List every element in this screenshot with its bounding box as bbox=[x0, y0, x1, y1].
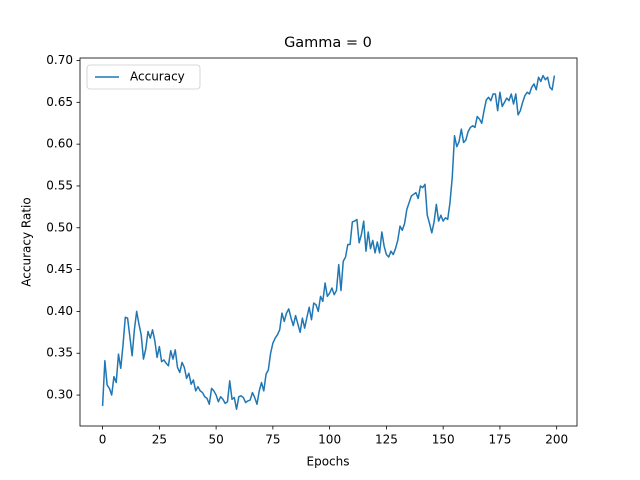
y-tick-label: 0.35 bbox=[46, 346, 73, 360]
x-tick-label: 100 bbox=[318, 433, 341, 447]
chart-title: Gamma = 0 bbox=[284, 35, 372, 51]
line-series bbox=[101, 74, 556, 411]
y-tick-label: 0.45 bbox=[46, 262, 73, 276]
y-tick-label: 0.65 bbox=[46, 95, 73, 109]
x-tick-label: 125 bbox=[375, 433, 398, 447]
x-axis-label: Epochs bbox=[307, 455, 350, 469]
y-tick-label: 0.55 bbox=[46, 178, 73, 192]
y-tick-label: 0.50 bbox=[46, 220, 73, 234]
x-tick-label: 150 bbox=[432, 433, 455, 447]
legend-box bbox=[86, 64, 201, 90]
legend-label: Accuracy bbox=[130, 70, 185, 84]
x-tick-label: 50 bbox=[208, 433, 223, 447]
y-tick-label: 0.70 bbox=[46, 53, 73, 67]
x-tick-label: 75 bbox=[265, 433, 280, 447]
x-tick-label: 175 bbox=[488, 433, 511, 447]
x-tick-label: 0 bbox=[99, 433, 107, 447]
axes-frame bbox=[79, 57, 578, 427]
x-tick-label: 200 bbox=[545, 433, 568, 447]
y-axis-label: Accuracy Ratio bbox=[20, 197, 34, 286]
y-tick-label: 0.60 bbox=[46, 137, 73, 151]
y-tick-label: 0.40 bbox=[46, 304, 73, 318]
x-tick-label: 25 bbox=[152, 433, 167, 447]
y-tick-label: 0.30 bbox=[46, 388, 73, 402]
